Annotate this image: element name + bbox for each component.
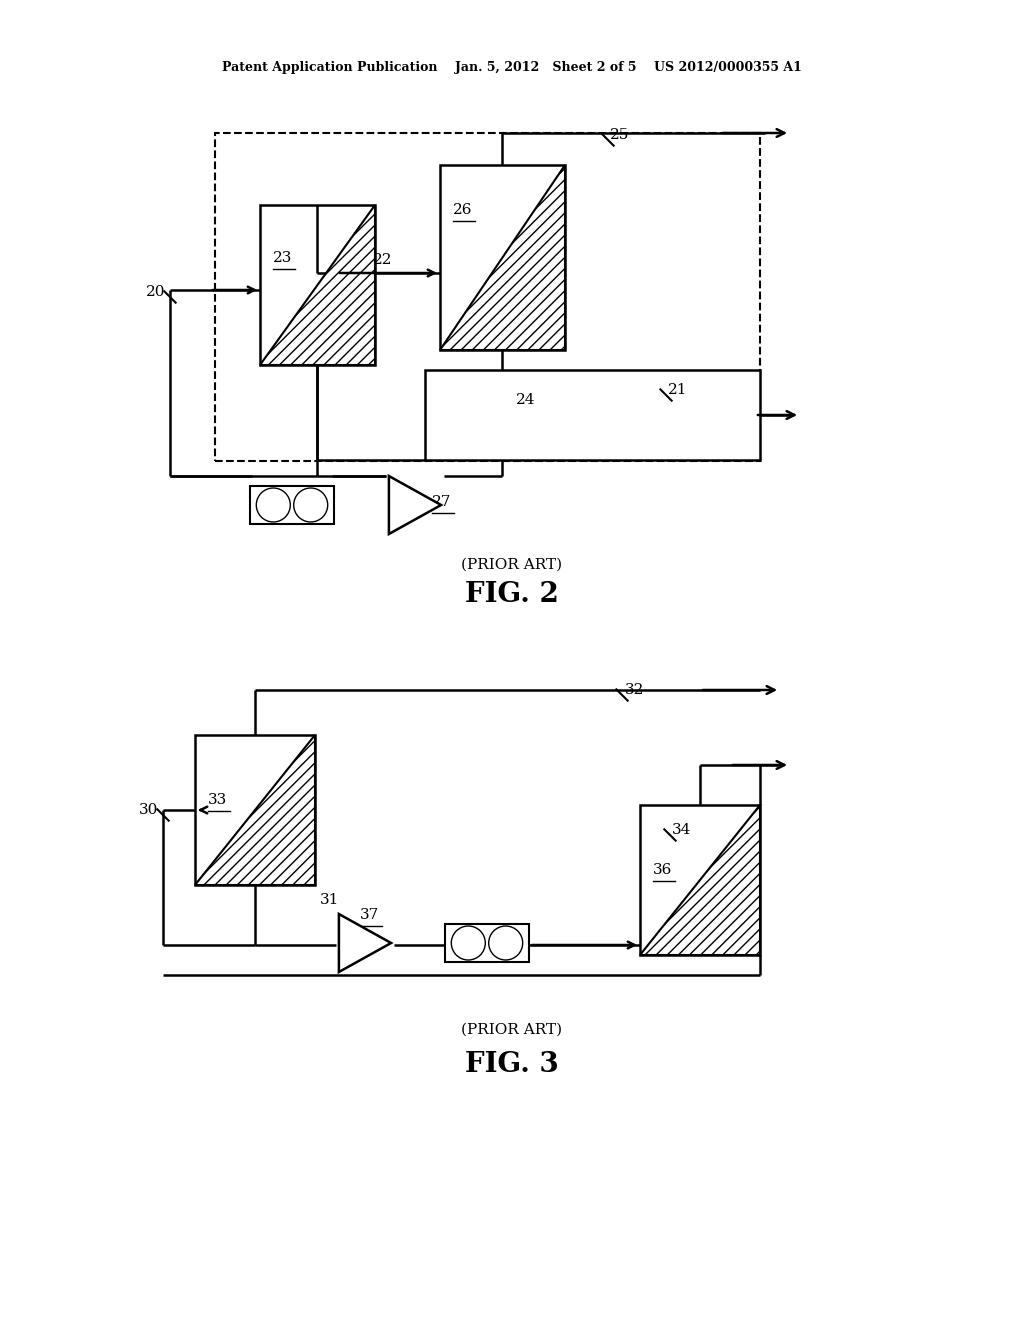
- Text: 34: 34: [672, 822, 691, 837]
- Polygon shape: [640, 805, 760, 954]
- Text: 32: 32: [625, 682, 644, 697]
- Text: 22: 22: [374, 253, 393, 267]
- Circle shape: [488, 927, 522, 960]
- Text: 21: 21: [668, 383, 687, 397]
- Text: (PRIOR ART): (PRIOR ART): [462, 558, 562, 572]
- Polygon shape: [195, 735, 315, 884]
- Text: FIG. 2: FIG. 2: [465, 582, 559, 609]
- Text: 30: 30: [138, 803, 158, 817]
- Bar: [250, 486, 334, 524]
- Polygon shape: [339, 913, 391, 972]
- Bar: [215, 133, 760, 461]
- Text: Patent Application Publication    Jan. 5, 2012   Sheet 2 of 5    US 2012/0000355: Patent Application Publication Jan. 5, 2…: [222, 62, 802, 74]
- Circle shape: [256, 488, 290, 521]
- Text: 35: 35: [477, 937, 497, 950]
- Circle shape: [452, 927, 485, 960]
- Bar: [640, 805, 760, 954]
- Circle shape: [294, 488, 328, 521]
- Bar: [445, 924, 528, 962]
- Text: 37: 37: [360, 908, 379, 921]
- Text: (PRIOR ART): (PRIOR ART): [462, 1023, 562, 1038]
- Bar: [425, 370, 760, 459]
- Polygon shape: [440, 165, 565, 350]
- Polygon shape: [389, 477, 441, 535]
- Text: 26: 26: [453, 203, 472, 216]
- Bar: [440, 165, 565, 350]
- Text: 31: 31: [319, 894, 339, 907]
- Bar: [195, 735, 315, 884]
- Bar: [260, 205, 375, 366]
- Text: 36: 36: [653, 863, 673, 876]
- Polygon shape: [260, 205, 375, 366]
- Text: 24: 24: [516, 393, 536, 407]
- Text: 27: 27: [432, 495, 452, 510]
- Text: 25: 25: [610, 128, 630, 143]
- Text: FIG. 3: FIG. 3: [465, 1052, 559, 1078]
- Text: 23: 23: [273, 251, 293, 265]
- Text: 33: 33: [208, 793, 227, 807]
- Text: 20: 20: [145, 285, 165, 300]
